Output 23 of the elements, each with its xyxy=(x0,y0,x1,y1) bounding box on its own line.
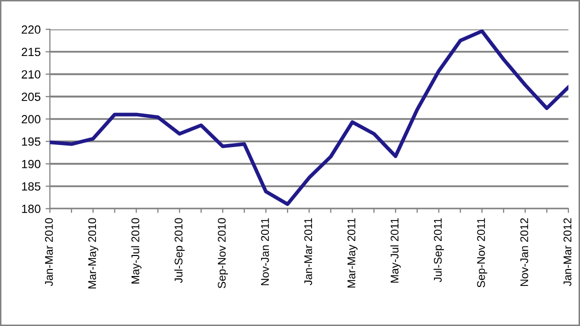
x-tick-label: Jul-Sep 2010 xyxy=(174,218,185,283)
y-tick-label: 215 xyxy=(22,48,40,56)
x-tick-label: Jan-Mar 2012 xyxy=(564,218,572,286)
y-tick-label: 180 xyxy=(22,204,40,214)
y-tick-label: 220 xyxy=(22,25,40,34)
y-tick-label: 190 xyxy=(22,160,40,168)
x-tick-label: Sep-Nov 2010 xyxy=(218,218,228,288)
x-tick-label: May-Jul 2010 xyxy=(131,218,142,284)
y-tick-label: 195 xyxy=(22,137,40,146)
x-tick-label: Mar-May 2010 xyxy=(88,218,98,288)
y-tick-label: 210 xyxy=(22,70,40,79)
y-tick-label: 185 xyxy=(22,182,40,191)
x-tick-label: Nov-Jan 2012 xyxy=(520,218,528,286)
x-tick-label: Mar-May 2011 xyxy=(347,218,358,288)
x-tick-label: May-Jul 2011 xyxy=(390,218,401,283)
x-tick-label: Jul-Sep 2011 xyxy=(434,218,444,282)
y-tick-label: 200 xyxy=(22,115,40,124)
x-tick-label: Jan-Mar 2010 xyxy=(44,218,53,286)
x-tick-label: Jan-Mar 2011 xyxy=(304,218,312,286)
y-tick-label: 205 xyxy=(22,92,40,101)
x-tick-label: Nov-Jan 2011 xyxy=(261,218,269,286)
x-tick-label: Sep-Nov 2011 xyxy=(477,218,488,288)
line-series xyxy=(50,29,568,206)
